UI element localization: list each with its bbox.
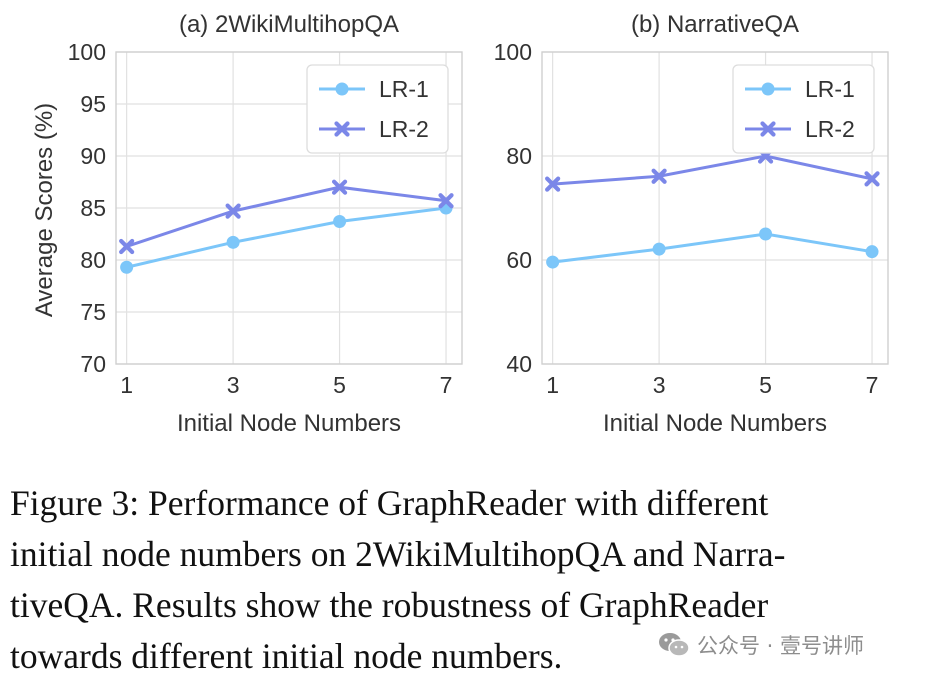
figure-caption: Figure 3: Performance of GraphReader wit…: [10, 478, 920, 682]
data-point-lr-1: [865, 245, 879, 259]
y-tick-label: 80: [506, 143, 532, 169]
x-tick-label: 3: [653, 372, 666, 398]
y-tick-label: 70: [80, 351, 106, 377]
y-tick-label: 100: [68, 39, 106, 65]
y-tick-label: 40: [506, 351, 532, 377]
x-tick-label: 7: [866, 372, 879, 398]
x-tick-label: 7: [440, 372, 453, 398]
caption-line-4: towards different initial node numbers.: [10, 636, 563, 676]
data-point-lr-1: [652, 242, 666, 256]
chart-title: (a) 2WikiMultihopQA: [179, 11, 399, 38]
data-point-lr-1: [120, 260, 134, 274]
legend-label: LR-2: [805, 116, 855, 142]
y-tick-label: 100: [494, 39, 532, 65]
legend-marker-lr-2: [334, 121, 350, 137]
watermark-text: 公众号 · 壹号讲师: [697, 634, 865, 658]
chart-title: (b) NarrativeQA: [631, 11, 799, 38]
y-tick-label: 80: [80, 247, 106, 273]
series-line-lr-1: [552, 232, 873, 264]
watermark: 公众号 · 壹号讲师: [657, 628, 865, 662]
caption-line-1: Figure 3: Performance of GraphReader wit…: [10, 483, 769, 523]
legend-marker-lr-1: [335, 82, 349, 96]
plot-frame: [541, 51, 889, 365]
data-point-lr-1: [759, 227, 773, 241]
plot-frame: [115, 51, 463, 365]
data-point-lr-1: [546, 255, 560, 269]
data-point-lr-2: [225, 203, 241, 219]
caption-line-3: tiveQA. Results show the robustness of G…: [10, 585, 769, 625]
legend-marker-lr-1: [761, 82, 775, 96]
data-point-lr-2: [119, 238, 135, 255]
series-line-lr-2: [552, 154, 873, 186]
data-point-lr-2: [545, 176, 561, 192]
y-axis-label: Average Scores (%): [31, 103, 58, 317]
x-tick-label: 1: [120, 372, 133, 398]
y-tick-label: 90: [80, 143, 106, 169]
legend-label: LR-1: [379, 76, 429, 102]
x-tick-label: 3: [227, 372, 240, 398]
caption-line-2: initial node numbers on 2WikiMultihopQA …: [10, 534, 786, 574]
y-tick-label: 60: [506, 247, 532, 273]
y-tick-label: 85: [80, 195, 106, 221]
legend-marker-lr-2: [760, 121, 776, 137]
data-point-lr-2: [331, 179, 348, 195]
x-axis-label: Initial Node Numbers: [177, 410, 401, 437]
wechat-icon: [659, 633, 690, 657]
data-point-lr-2: [651, 168, 667, 184]
x-tick-label: 1: [546, 372, 559, 398]
x-tick-label: 5: [759, 372, 772, 398]
data-point-lr-2: [864, 171, 880, 187]
y-tick-label: 75: [80, 299, 106, 325]
x-tick-label: 5: [333, 372, 346, 398]
x-axis-label: Initial Node Numbers: [603, 410, 827, 437]
series-line-lr-2: [126, 185, 447, 248]
legend-label: LR-1: [805, 76, 855, 102]
data-point-lr-1: [226, 235, 240, 249]
series-line-lr-1: [126, 206, 447, 269]
data-point-lr-1: [333, 215, 347, 229]
data-point-lr-2: [438, 193, 454, 209]
legend-label: LR-2: [379, 116, 429, 142]
y-tick-label: 95: [80, 91, 106, 117]
